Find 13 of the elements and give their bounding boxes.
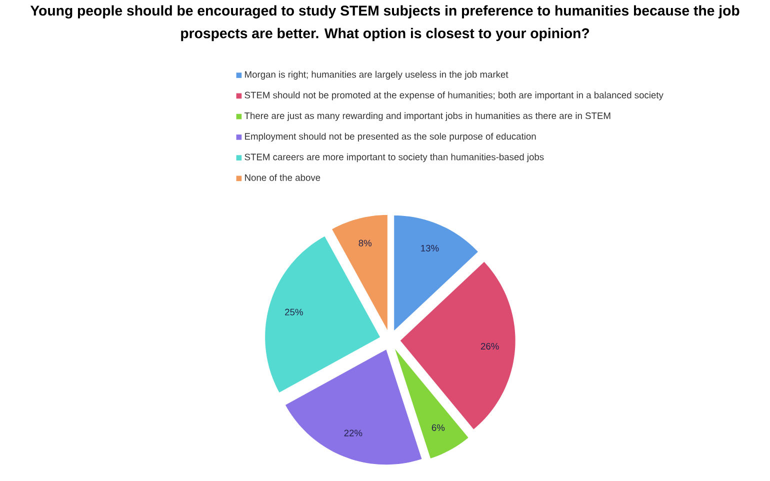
legend-label: STEM should not be promoted at the expense of humanities; both are important in a balanced society [244, 92, 664, 100]
legend-label: Employment should not be presented as the sole purpose of education [245, 132, 536, 142]
data-label: 26% [480, 342, 499, 350]
legend-label: There are just as many rewarding and important jobs in humanities as there are in STEM [244, 112, 610, 121]
legend-label: STEM careers are more important to society than humanities-based jobs [244, 153, 544, 162]
legend-label: Morgan is right; humanities are largely useless in the job market [245, 70, 508, 80]
data-label: 25% [285, 308, 303, 316]
data-label: 22% [344, 430, 362, 436]
data-label: 13% [421, 244, 439, 252]
chart-title: Young people should be encouraged to study STEM subjects in preference to humanities because the job prospects are better. What option is closest to your opinion? [30, 5, 740, 42]
data-label: 6% [432, 424, 445, 431]
legend-label: None of the above [245, 174, 320, 181]
data-label: 8% [358, 240, 372, 246]
